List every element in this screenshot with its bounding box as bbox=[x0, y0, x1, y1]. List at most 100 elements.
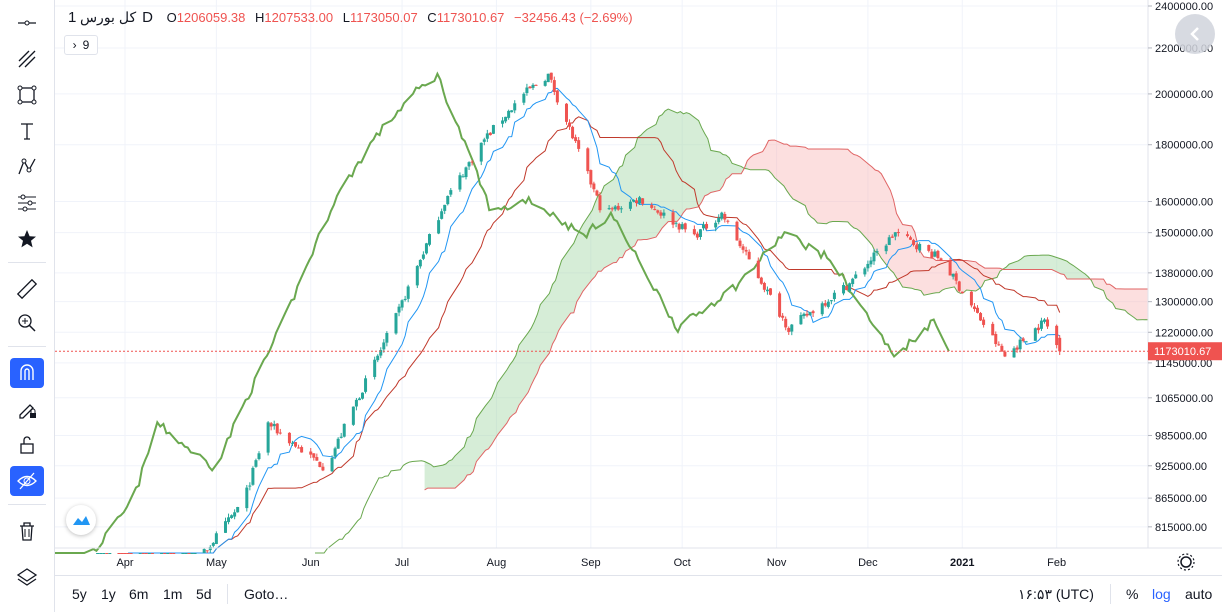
open-label: O bbox=[166, 10, 177, 25]
text-tool-icon[interactable] bbox=[10, 116, 44, 146]
candle bbox=[845, 285, 849, 291]
cloud-segment bbox=[747, 140, 1004, 296]
range-6m[interactable]: 6m bbox=[129, 586, 149, 602]
back-button[interactable] bbox=[1175, 14, 1215, 54]
low-value: 1173050.07 bbox=[349, 10, 418, 25]
range-1m[interactable]: 1m bbox=[163, 586, 183, 602]
zoom-in-icon[interactable] bbox=[10, 308, 44, 338]
candle bbox=[321, 463, 325, 472]
candle bbox=[1055, 324, 1059, 349]
candle bbox=[659, 210, 663, 219]
candle bbox=[726, 219, 730, 224]
candle bbox=[351, 406, 355, 426]
candle bbox=[230, 514, 234, 519]
candle bbox=[765, 286, 769, 295]
candle bbox=[546, 73, 550, 83]
candle bbox=[762, 281, 766, 293]
candle bbox=[205, 550, 209, 553]
unlock-icon[interactable] bbox=[10, 430, 44, 460]
crosshair-icon[interactable] bbox=[10, 8, 44, 38]
lock-drawings-icon[interactable] bbox=[10, 394, 44, 424]
time-tick-label: Sep bbox=[581, 557, 601, 569]
timeframe-label[interactable]: 1D bbox=[68, 9, 153, 26]
candle bbox=[510, 110, 514, 113]
candle bbox=[485, 129, 489, 143]
time-tick-label: Jun bbox=[302, 557, 320, 569]
price-tick-label: 1065000.00 bbox=[1155, 393, 1213, 405]
time-tick-label: Aug bbox=[487, 557, 507, 569]
candle bbox=[595, 189, 599, 197]
chevron-right-icon: › bbox=[72, 38, 77, 52]
senkou-a-line bbox=[315, 108, 1171, 554]
candle bbox=[650, 202, 654, 210]
auto-scale-toggle[interactable]: auto bbox=[1185, 586, 1213, 602]
range-5d[interactable]: 5d bbox=[196, 586, 212, 602]
candle bbox=[954, 271, 958, 285]
candle bbox=[278, 428, 282, 435]
candle bbox=[163, 553, 167, 554]
candle bbox=[525, 83, 529, 96]
prediction-icon[interactable] bbox=[10, 188, 44, 218]
ichimoku-chart[interactable]: 2400000.002200000.002000000.001800000.00… bbox=[0, 0, 1222, 575]
candle bbox=[872, 248, 876, 265]
candle bbox=[564, 103, 568, 125]
candle bbox=[979, 311, 983, 322]
candle bbox=[552, 76, 556, 96]
candle bbox=[318, 461, 322, 468]
toolbar-divider bbox=[8, 346, 46, 347]
chart-settings-icon[interactable] bbox=[1177, 553, 1195, 571]
tradingview-logo[interactable] bbox=[66, 505, 96, 535]
measure-ruler-icon[interactable] bbox=[10, 274, 44, 304]
trend-line-icon[interactable] bbox=[10, 44, 44, 74]
high-value: 1207533.00 bbox=[264, 10, 334, 25]
candle bbox=[427, 233, 431, 247]
candle bbox=[202, 547, 206, 553]
candle bbox=[275, 423, 279, 436]
candle bbox=[294, 441, 298, 448]
candle bbox=[930, 248, 934, 259]
candle bbox=[1015, 345, 1019, 353]
chikou-line bbox=[0, 71, 950, 554]
candle bbox=[848, 282, 852, 293]
candle bbox=[744, 246, 748, 256]
utc-clock[interactable]: ۱۶:۵۳ (UTC) bbox=[1018, 586, 1094, 602]
candle bbox=[394, 312, 398, 335]
candle bbox=[251, 466, 255, 486]
pattern-icon[interactable] bbox=[10, 152, 44, 182]
trash-icon[interactable] bbox=[10, 516, 44, 546]
candle bbox=[616, 202, 620, 211]
range-1y[interactable]: 1y bbox=[101, 586, 116, 602]
candle bbox=[479, 142, 483, 166]
log-scale-toggle[interactable]: log bbox=[1152, 586, 1171, 602]
toolbar-divider bbox=[8, 504, 46, 505]
chart-pane[interactable]: 2400000.002200000.002000000.001800000.00… bbox=[0, 0, 1222, 575]
candle bbox=[245, 484, 249, 512]
percent-toggle[interactable]: % bbox=[1126, 586, 1139, 602]
senkou-b-line bbox=[424, 139, 1171, 491]
candle bbox=[863, 266, 867, 277]
candle bbox=[96, 553, 100, 554]
symbol-name[interactable]: کل بورس bbox=[79, 9, 137, 25]
candle bbox=[415, 265, 419, 289]
magnet-icon[interactable] bbox=[10, 358, 44, 388]
drawing-toolbar bbox=[0, 0, 55, 612]
candle bbox=[680, 222, 684, 230]
candle bbox=[656, 209, 660, 215]
favorites-star-icon[interactable] bbox=[10, 224, 44, 254]
candle bbox=[869, 256, 873, 268]
candle bbox=[129, 553, 133, 554]
candle bbox=[866, 260, 870, 272]
indicators-toggle[interactable]: › 9 bbox=[64, 35, 98, 55]
candle bbox=[1021, 337, 1025, 343]
layers-icon[interactable] bbox=[10, 562, 44, 592]
rectangle-icon[interactable] bbox=[10, 80, 44, 110]
time-tick-label: Jul bbox=[395, 557, 409, 569]
range-5y[interactable]: 5y bbox=[72, 586, 87, 602]
candle bbox=[297, 444, 301, 449]
candle bbox=[543, 79, 547, 87]
candle bbox=[735, 220, 739, 241]
hide-drawings-eye-icon[interactable] bbox=[10, 466, 44, 496]
candle bbox=[449, 187, 453, 197]
goto-button[interactable]: Goto… bbox=[244, 586, 289, 602]
candle bbox=[915, 243, 919, 253]
